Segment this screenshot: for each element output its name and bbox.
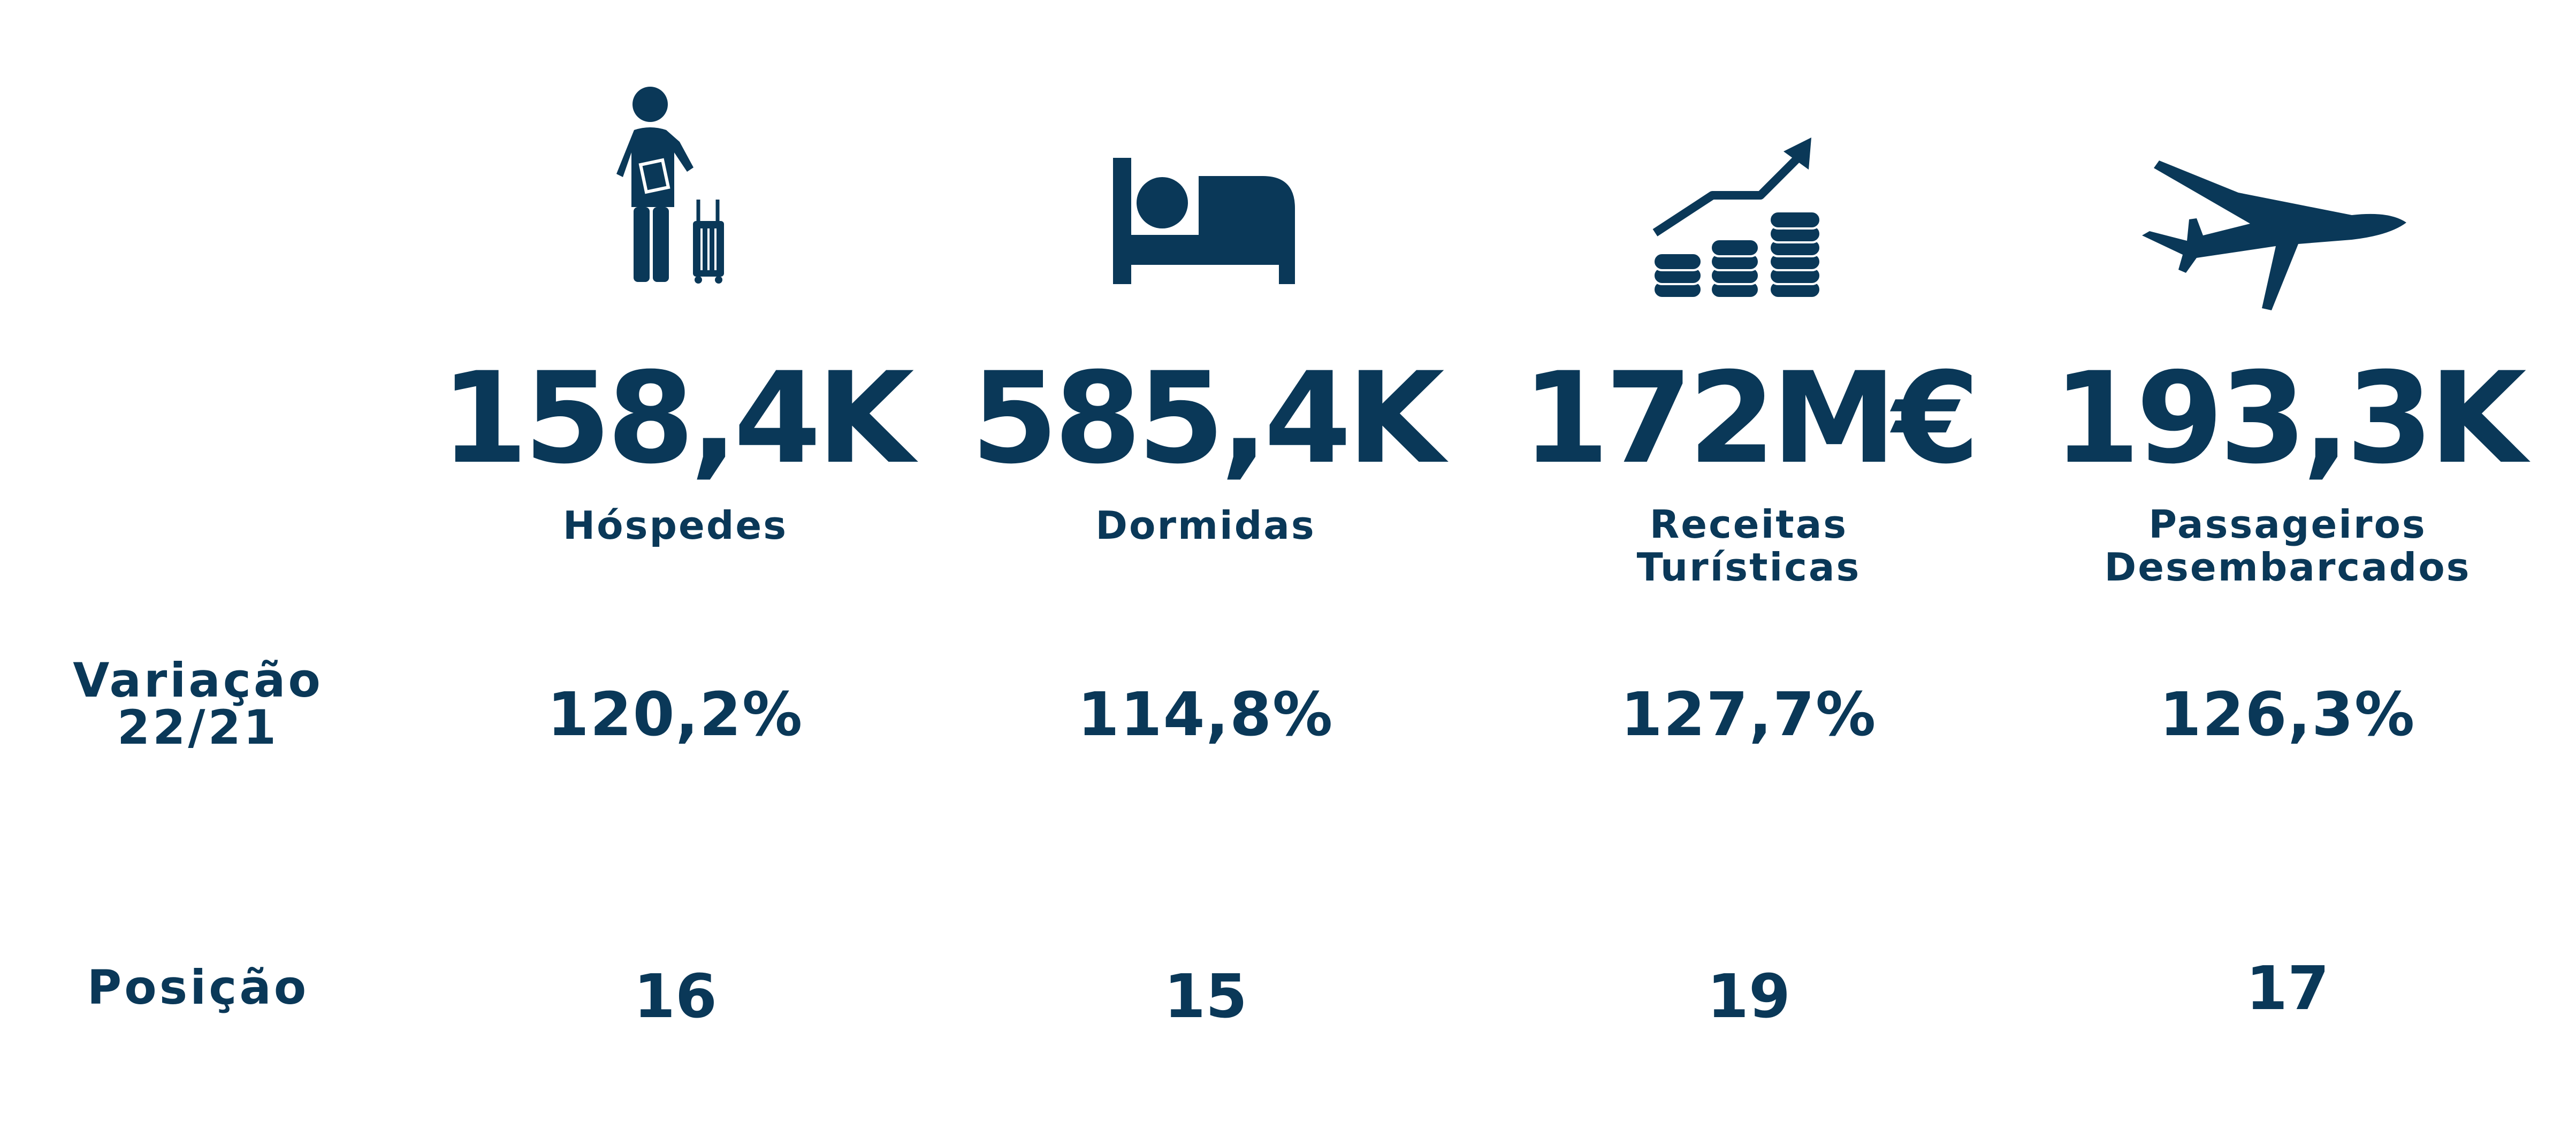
metric-label: Dormidas — [938, 504, 1473, 547]
metric-label: Receitas Turísticas — [1481, 503, 2016, 589]
metric-value: 585,4K — [971, 346, 1444, 492]
metric-label-line1: Hóspedes — [562, 503, 788, 548]
metric-variation: 120,2% — [547, 680, 804, 750]
position-row-label: Posição — [87, 960, 309, 1015]
metric-variation: 126,3% — [2159, 680, 2416, 750]
metric-label-line2: Turísticas — [1636, 545, 1861, 590]
metric-label: Hóspedes — [408, 504, 943, 547]
metric-value: 193,3K — [2053, 346, 2526, 492]
metric-value: 158,4K — [440, 346, 914, 492]
metric-variation: 127,7% — [1620, 680, 1877, 750]
metric-position: 16 — [634, 962, 717, 1032]
variation-row-label: Variação 22/21 — [43, 657, 353, 751]
airplane-icon — [2138, 155, 2416, 316]
bed-icon — [1108, 158, 1300, 286]
traveler-with-luggage-icon — [615, 83, 738, 286]
metric-label-line1: Dormidas — [1095, 503, 1316, 548]
coins-growth-chart-icon — [1651, 136, 1825, 302]
metric-value: 172M€ — [1522, 346, 1980, 492]
metric-label-line2: Desembarcados — [2104, 545, 2471, 590]
variation-label-line1: Variação — [73, 653, 323, 708]
metric-label-line1: Receitas — [1649, 502, 1848, 547]
variation-label-line2: 22/21 — [117, 700, 279, 755]
metric-label: Passageiros Desembarcados — [2020, 503, 2555, 589]
metric-position: 15 — [1164, 962, 1247, 1032]
metric-label-line1: Passageiros — [2148, 502, 2427, 547]
metric-position: 19 — [1707, 962, 1790, 1032]
metric-variation: 114,8% — [1077, 680, 1334, 750]
metric-position: 17 — [2246, 954, 2329, 1024]
